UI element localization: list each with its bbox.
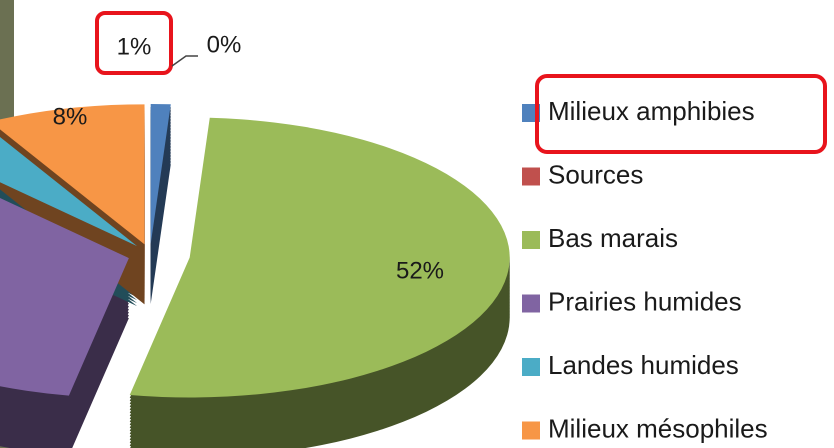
leader-line [172, 56, 198, 66]
data-label: 8% [53, 103, 88, 130]
legend-swatch [522, 358, 540, 376]
legend-label: Bas marais [548, 223, 678, 253]
legend-label: Milieux amphibies [548, 96, 755, 126]
data-label: 1% [117, 33, 152, 60]
legend-swatch [522, 231, 540, 249]
legend-swatch [522, 422, 540, 440]
chart: Milieux amphibies Sources Bas marais Prairi… [0, 0, 834, 448]
legend: Milieux amphibies Sources Bas marais Prairi… [522, 96, 768, 444]
legend-label: Sources [548, 159, 643, 189]
legend-label: Milieux mésophiles [548, 413, 768, 443]
legend-label: Landes humides [548, 350, 739, 380]
data-label: 0% [207, 31, 242, 58]
data-label: 52% [396, 257, 444, 284]
legend-label: Prairies humides [548, 286, 742, 316]
legend-swatch [522, 168, 540, 186]
legend-swatch [522, 295, 540, 313]
